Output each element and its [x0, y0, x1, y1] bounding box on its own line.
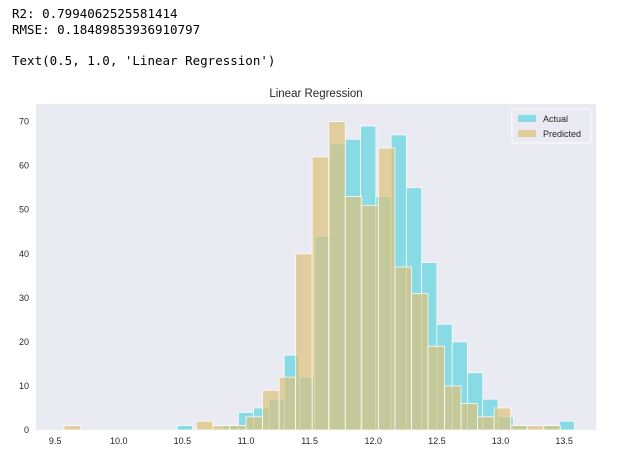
x-tick-label: 11.5	[301, 436, 318, 446]
predicted-bar	[427, 345, 445, 431]
predicted-bar	[510, 425, 528, 431]
predicted-bar	[344, 196, 363, 431]
y-tick-label: 40	[19, 249, 29, 259]
predicted-bar	[377, 147, 396, 431]
y-tick-label: 20	[19, 337, 29, 347]
legend-swatch-actual	[518, 115, 536, 122]
predicted-bar	[212, 425, 230, 431]
predicted-bar	[460, 403, 479, 431]
x-tick-label: 11.0	[238, 436, 255, 446]
x-tick-labels: 9.5 10.0 10.5 11.0 11.5 12.0 12.5 13.0 13.5	[49, 436, 573, 446]
y-tick-label: 0	[24, 425, 29, 435]
predicted-bar	[229, 425, 247, 431]
x-tick-label: 10.5	[174, 436, 192, 446]
predicted-bars	[63, 121, 561, 431]
predicted-bar	[477, 416, 495, 431]
text-repr-output-line: Text(0.5, 1.0, 'Linear Regression')	[12, 53, 276, 68]
predicted-bar	[543, 425, 561, 431]
y-tick-label: 30	[19, 293, 29, 303]
legend-label-actual: Actual	[543, 114, 568, 124]
x-tick-label: 9.5	[49, 436, 62, 446]
predicted-bar	[328, 121, 346, 431]
predicted-bar	[278, 376, 297, 431]
y-tick-label: 60	[19, 161, 29, 171]
predicted-bar	[311, 156, 330, 431]
x-tick-label: 12.0	[365, 436, 383, 446]
rmse-output-line: RMSE: 0.18489853936910797	[12, 22, 201, 37]
x-tick-label: 12.5	[428, 436, 446, 446]
x-tick-label: 13.5	[555, 436, 573, 446]
legend-label-predicted: Predicted	[543, 129, 581, 139]
predicted-bar	[245, 416, 263, 431]
y-tick-labels: 0 10 20 30 40 50 60 70	[19, 117, 29, 435]
r2-output-line: R2: 0.7994062525581414	[12, 6, 178, 21]
x-tick-label: 13.0	[492, 436, 510, 446]
chart-title: Linear Regression	[269, 88, 362, 100]
y-tick-label: 10	[19, 381, 29, 391]
predicted-bar	[444, 385, 462, 431]
predicted-bar	[526, 425, 545, 431]
actual-bar	[176, 425, 193, 431]
x-tick-label: 10.0	[110, 436, 128, 446]
predicted-bar	[195, 420, 214, 431]
y-tick-label: 50	[19, 205, 29, 215]
predicted-bar	[262, 389, 280, 431]
predicted-bar	[411, 293, 429, 431]
legend: Actual Predicted	[511, 108, 592, 144]
y-tick-label: 70	[19, 117, 29, 127]
predicted-bar	[361, 204, 379, 431]
predicted-bar	[493, 407, 512, 431]
predicted-bar	[394, 266, 412, 431]
legend-swatch-predicted	[518, 130, 536, 137]
actual-bar	[558, 420, 575, 431]
predicted-bar	[63, 425, 81, 431]
predicted-bar	[295, 253, 313, 431]
